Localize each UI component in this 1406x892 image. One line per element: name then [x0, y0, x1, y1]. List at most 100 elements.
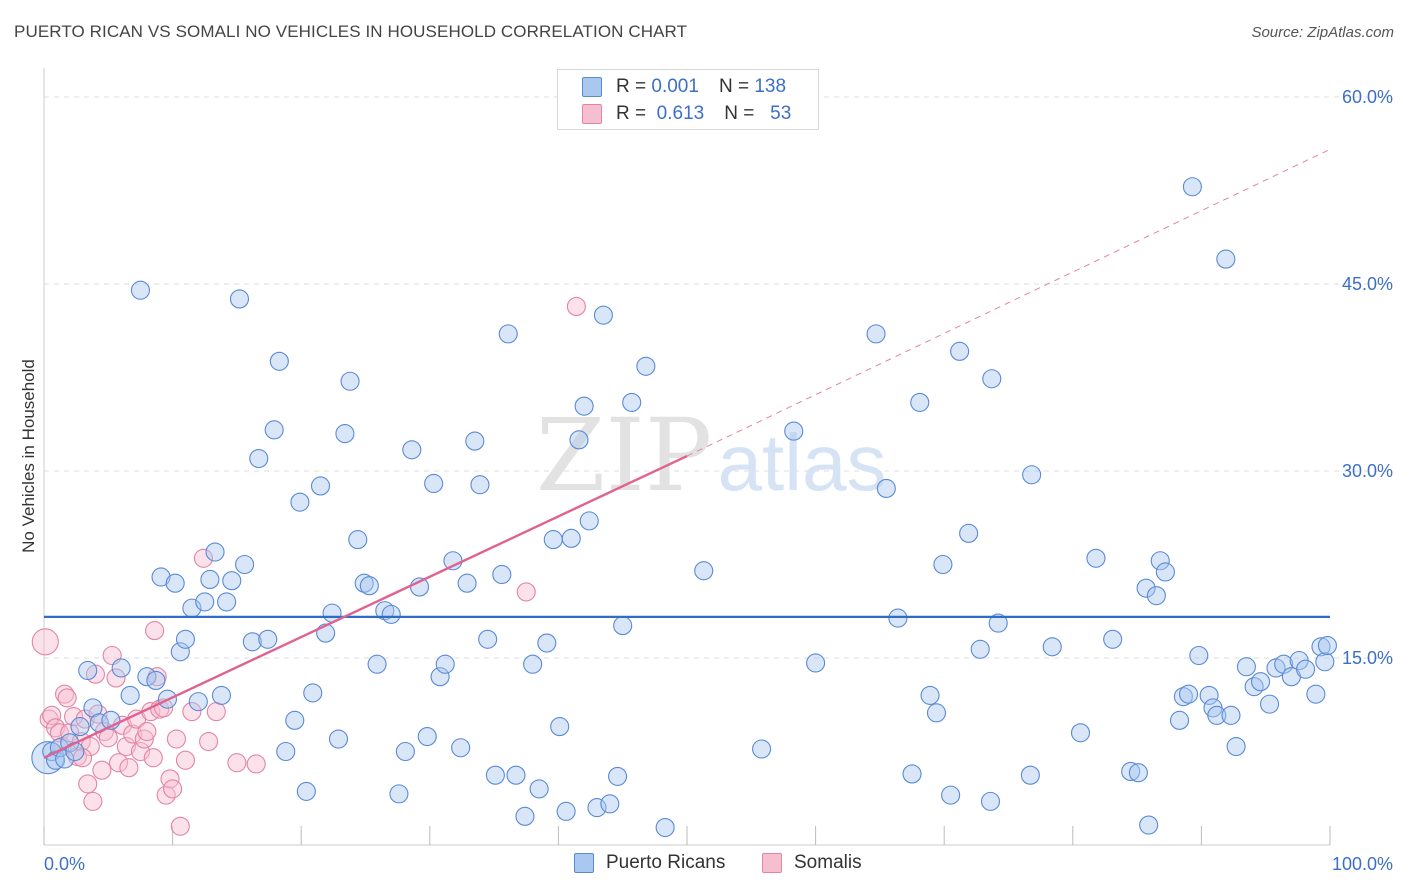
puerto-rican-point	[600, 794, 620, 814]
puerto-rican-point	[694, 561, 714, 581]
puerto-rican-point	[285, 710, 305, 730]
somali-point	[92, 760, 112, 780]
puerto-rican-point	[70, 717, 90, 737]
puerto-rican-point	[146, 670, 166, 690]
somali-point	[143, 748, 163, 768]
puerto-rican-point	[335, 424, 355, 444]
puerto-rican-point	[1020, 765, 1040, 785]
puerto-rican-point	[1178, 684, 1199, 704]
puerto-rican-point	[1236, 657, 1256, 677]
y-tick-label: 45.0%	[1342, 274, 1393, 294]
puerto-rican-point	[258, 629, 278, 649]
puerto-rican-point	[111, 658, 131, 678]
puerto-rican-point	[933, 554, 953, 575]
somali-point	[206, 702, 226, 722]
puerto-rican-point	[980, 791, 1001, 811]
puerto-rican-point	[78, 660, 98, 681]
puerto-rican-point	[211, 685, 232, 705]
puerto-rican-point	[435, 654, 455, 674]
somali-point	[116, 736, 136, 757]
puerto-rican-point	[170, 642, 190, 662]
somali-point	[163, 779, 183, 799]
legend-item-puerto-ricans[interactable]: Puerto Ricans	[574, 852, 725, 874]
puerto-rican-point	[1221, 705, 1241, 725]
legend-item-somalis[interactable]: Somalis	[762, 852, 862, 874]
puerto-rican-point	[165, 573, 185, 593]
puerto-rican-point	[340, 371, 360, 391]
legend-item-label: Puerto Ricans	[606, 852, 726, 873]
puerto-rican-point	[1296, 659, 1316, 679]
somali-point	[227, 753, 247, 773]
puerto-rican-point	[1022, 465, 1042, 485]
trend-layer	[43, 148, 1331, 759]
somali-point	[199, 731, 219, 752]
puerto-rican-point	[348, 530, 368, 550]
puerto-rican-point	[1103, 629, 1123, 649]
puerto-rican-point	[451, 738, 471, 758]
puerto-rican-point	[550, 717, 570, 737]
puerto-rican-point	[1169, 710, 1190, 730]
somali-point	[182, 702, 202, 722]
puerto-rican-point	[498, 324, 518, 344]
puerto-rican-point	[1251, 672, 1271, 692]
puerto-rican-point	[574, 396, 594, 416]
x-tick-label-min: 0.0%	[44, 854, 85, 874]
puerto-rican-point	[310, 476, 331, 496]
puerto-rican-point	[151, 567, 171, 587]
somali-point	[166, 729, 187, 749]
puerto-rican-point	[1317, 635, 1337, 656]
puerto-rican-point	[229, 289, 250, 309]
grid-layer	[44, 96, 1392, 659]
puerto-rican-point	[523, 654, 543, 674]
legend-n-value: 138	[754, 76, 787, 97]
puerto-rican-point	[269, 351, 289, 371]
puerto-rican-point	[515, 806, 535, 826]
chart-title: PUERTO RICAN VS SOMALI NO VEHICLES IN HO…	[14, 22, 688, 41]
legend-swatch-blue	[574, 853, 594, 873]
somali-point	[134, 729, 154, 749]
puerto-rican-point	[982, 369, 1002, 389]
puerto-rican-point	[354, 573, 374, 593]
somali-point	[566, 296, 586, 316]
puerto-rican-point	[424, 473, 444, 494]
puerto-rican-point	[876, 478, 896, 499]
puerto-rican-point	[970, 639, 990, 659]
puerto-rican-point	[375, 601, 395, 621]
puerto-rican-point	[1086, 548, 1106, 568]
puerto-rican-point	[1173, 687, 1193, 707]
puerto-rican-point	[1207, 705, 1227, 725]
puerto-rican-point	[950, 341, 970, 361]
puerto-rican-point	[120, 685, 140, 705]
somali-point	[109, 753, 129, 773]
puerto-rican-point	[430, 667, 450, 687]
puerto-rican-point	[569, 430, 589, 450]
puerto-rican-point	[1150, 551, 1170, 571]
puerto-rican-point	[941, 785, 961, 805]
puerto-rican-point	[910, 392, 930, 412]
puerto-rican-point	[1260, 694, 1280, 714]
somali-point	[516, 582, 536, 602]
somali-point	[80, 736, 100, 757]
puerto-rican-point	[784, 421, 804, 441]
legend-r-label: R =	[616, 103, 647, 124]
legend-swatch-pink	[762, 853, 782, 873]
puerto-rican-point	[205, 542, 225, 562]
puerto-rican-point	[1199, 685, 1219, 705]
somali-point	[175, 750, 196, 770]
source-label: Source: ZipAtlas.com	[1251, 24, 1394, 41]
puerto-rican-point	[579, 511, 599, 531]
puerto-rican-point	[1182, 177, 1202, 197]
axis-layer	[43, 68, 1331, 846]
puerto-rican-point	[1306, 684, 1326, 704]
series-legend: Puerto Ricans Somalis	[0, 852, 1406, 878]
puerto-rican-point	[367, 654, 387, 674]
somali-point	[137, 722, 157, 742]
puerto-rican-point	[636, 356, 656, 376]
tick-label-layer: 15.0% 30.0% 45.0% 60.0% 0.0% 100.0%	[44, 87, 1393, 874]
puerto-rican-point	[866, 324, 886, 344]
puerto-rican-point	[381, 604, 401, 624]
puerto-rican-point	[417, 726, 437, 747]
puerto-rican-point	[195, 592, 215, 612]
somali-point	[123, 724, 143, 744]
y-tick-label: 30.0%	[1342, 461, 1393, 481]
